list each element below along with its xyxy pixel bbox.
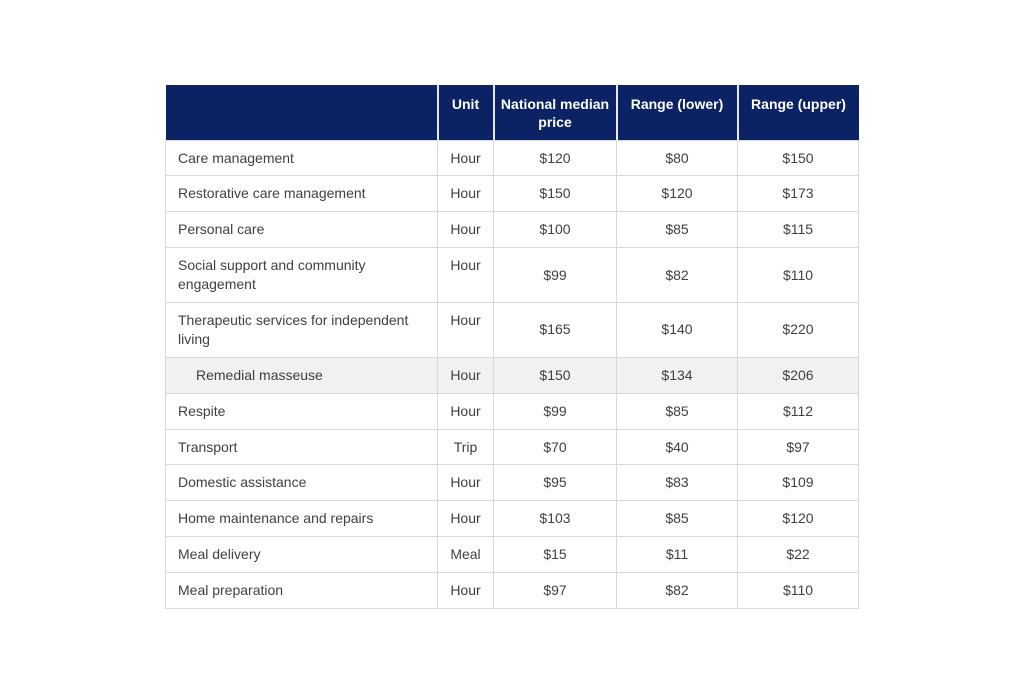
median-price-cell: $95 <box>493 464 617 502</box>
service-name-cell: Personal care <box>165 211 438 249</box>
service-name-cell: Care management <box>165 139 438 177</box>
header-cell-range-lower: Range (lower) <box>615 85 738 141</box>
median-price-cell: $150 <box>493 175 617 213</box>
table-row: Domestic assistance Hour $95 $83 $109 <box>165 464 859 502</box>
range-upper-cell: $112 <box>737 392 859 430</box>
range-upper-cell: $220 <box>737 301 859 358</box>
unit-cell: Meal <box>437 536 494 574</box>
range-upper-cell: $206 <box>737 356 859 394</box>
range-lower-cell: $85 <box>616 500 738 538</box>
table-row: Care management Hour $120 $80 $150 <box>165 139 859 177</box>
table-row: Home maintenance and repairs Hour $103 $… <box>165 500 859 538</box>
range-lower-cell: $82 <box>616 247 738 303</box>
range-upper-cell: $150 <box>737 139 859 177</box>
range-lower-cell: $85 <box>616 392 738 430</box>
median-price-cell: $70 <box>493 428 617 466</box>
range-lower-cell: $85 <box>616 211 738 249</box>
median-price-cell: $165 <box>493 301 617 358</box>
median-price-cell: $150 <box>493 356 617 394</box>
header-cell-range-upper: Range (upper) <box>736 85 859 141</box>
median-price-cell: $99 <box>493 247 617 303</box>
header-row: Unit National median price Range (lower)… <box>165 85 859 141</box>
service-name-cell: Remedial masseuse <box>165 356 438 394</box>
header-cell-national-median-price: National median price <box>492 85 617 141</box>
table-row: Meal delivery Meal $15 $11 $22 <box>165 536 859 574</box>
unit-cell: Trip <box>437 428 494 466</box>
table-row: Transport Trip $70 $40 $97 <box>165 428 859 466</box>
range-upper-cell: $22 <box>737 536 859 574</box>
range-lower-cell: $82 <box>616 572 738 609</box>
service-name-cell: Meal preparation <box>165 572 438 609</box>
unit-cell: Hour <box>437 464 494 502</box>
median-price-cell: $120 <box>493 139 617 177</box>
range-upper-cell: $120 <box>737 500 859 538</box>
table-row: Respite Hour $99 $85 $112 <box>165 392 859 430</box>
table-row: Remedial masseuse Hour $150 $134 $206 <box>165 356 859 394</box>
range-upper-cell: $109 <box>737 464 859 502</box>
range-lower-cell: $83 <box>616 464 738 502</box>
range-upper-cell: $110 <box>737 572 859 609</box>
header-cell-service <box>165 85 438 141</box>
median-price-cell: $15 <box>493 536 617 574</box>
service-name-cell: Therapeutic services for independent liv… <box>165 301 438 358</box>
unit-cell: Hour <box>437 392 494 430</box>
median-price-cell: $100 <box>493 211 617 249</box>
service-name-cell: Meal delivery <box>165 536 438 574</box>
service-name-cell: Home maintenance and repairs <box>165 500 438 538</box>
median-price-cell: $97 <box>493 572 617 609</box>
unit-cell: Hour <box>437 301 494 358</box>
service-name-cell: Respite <box>165 392 438 430</box>
unit-cell: Hour <box>437 211 494 249</box>
unit-cell: Hour <box>437 247 494 303</box>
range-upper-cell: $110 <box>737 247 859 303</box>
range-lower-cell: $140 <box>616 301 738 358</box>
table-row: Social support and community engagement … <box>165 247 859 303</box>
service-name-cell: Social support and community engagement <box>165 247 438 303</box>
unit-cell: Hour <box>437 500 494 538</box>
range-lower-cell: $11 <box>616 536 738 574</box>
table-row: Personal care Hour $100 $85 $115 <box>165 211 859 249</box>
unit-cell: Hour <box>437 356 494 394</box>
median-price-cell: $99 <box>493 392 617 430</box>
table-row: Therapeutic services for independent liv… <box>165 301 859 358</box>
table-row: Restorative care management Hour $150 $1… <box>165 175 859 213</box>
range-upper-cell: $115 <box>737 211 859 249</box>
range-upper-cell: $97 <box>737 428 859 466</box>
unit-cell: Hour <box>437 175 494 213</box>
range-upper-cell: $173 <box>737 175 859 213</box>
header-cell-unit: Unit <box>436 85 494 141</box>
table-row: Meal preparation Hour $97 $82 $110 <box>165 572 859 609</box>
service-name-cell: Restorative care management <box>165 175 438 213</box>
median-price-cell: $103 <box>493 500 617 538</box>
service-name-cell: Transport <box>165 428 438 466</box>
range-lower-cell: $40 <box>616 428 738 466</box>
service-price-table: Unit National median price Range (lower)… <box>165 85 859 609</box>
range-lower-cell: $80 <box>616 139 738 177</box>
service-name-cell: Domestic assistance <box>165 464 438 502</box>
unit-cell: Hour <box>437 572 494 609</box>
range-lower-cell: $134 <box>616 356 738 394</box>
table-header: Unit National median price Range (lower)… <box>165 85 859 141</box>
range-lower-cell: $120 <box>616 175 738 213</box>
table-body: Care management Hour $120 $80 $150 Resto… <box>165 139 859 609</box>
unit-cell: Hour <box>437 139 494 177</box>
